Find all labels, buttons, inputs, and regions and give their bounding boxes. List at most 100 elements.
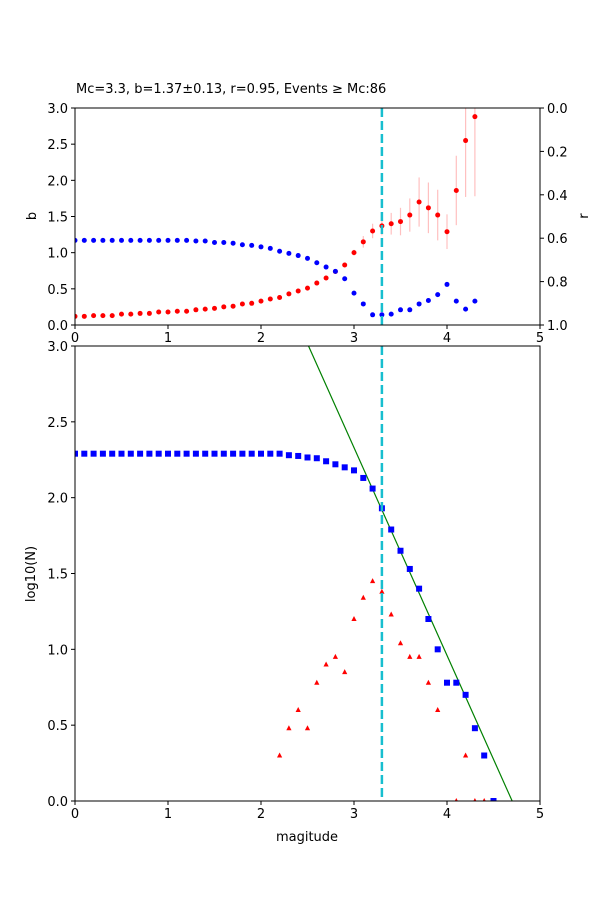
data-point-triangle: [277, 752, 283, 758]
data-point-triangle: [295, 707, 301, 712]
bottom-y-tick-label: 2.5: [47, 416, 68, 431]
data-point: [156, 309, 162, 315]
data-point-square: [313, 455, 320, 462]
data-point: [295, 253, 301, 259]
bottom-x-tick-label: 3: [350, 807, 358, 822]
bottom-plot-area: [75, 346, 513, 801]
data-point-square: [481, 752, 488, 759]
data-point: [230, 303, 236, 309]
data-point: [305, 255, 310, 261]
data-point: [407, 307, 413, 313]
data-point: [267, 245, 273, 251]
data-point: [360, 301, 366, 307]
fit-line: [307, 346, 513, 801]
data-point: [128, 311, 134, 317]
data-point: [249, 242, 255, 248]
data-point-square: [490, 798, 497, 801]
bottom-y-tick-label: 2.0: [47, 492, 68, 507]
data-point: [360, 239, 366, 245]
top-y-tick-label: 0.5: [47, 283, 68, 298]
data-point: [342, 276, 348, 282]
data-point: [100, 237, 106, 243]
data-point: [277, 248, 283, 254]
data-point-triangle: [314, 679, 320, 685]
top-y-tick-label: 1.0: [47, 247, 68, 262]
data-point-square: [99, 450, 106, 457]
data-point-triangle: [332, 653, 338, 659]
data-point: [444, 229, 450, 235]
data-point: [221, 240, 227, 246]
data-point-square: [406, 565, 413, 572]
bottom-x-axis-label: magitude: [276, 830, 338, 845]
top-x-tick-label: 5: [536, 331, 544, 346]
data-point: [314, 260, 320, 266]
data-point-triangle: [482, 798, 486, 801]
data-point: [286, 291, 292, 297]
data-point: [109, 313, 115, 319]
top-right-y-tick-label: 1.0: [547, 319, 568, 334]
data-point: [277, 295, 283, 301]
data-point: [156, 237, 162, 243]
data-point-square: [267, 450, 274, 457]
data-point: [416, 301, 422, 307]
bottom-x-tick-label: 0: [71, 807, 79, 822]
data-point-square: [183, 450, 190, 457]
data-point: [435, 292, 441, 298]
top-right-y-axis-label: r: [577, 213, 592, 219]
data-point: [249, 300, 255, 306]
data-point-square: [453, 679, 460, 686]
data-point-triangle: [388, 611, 394, 617]
data-point: [472, 298, 478, 304]
data-point: [370, 312, 376, 318]
data-point-triangle: [416, 653, 422, 659]
data-point: [165, 309, 171, 315]
data-point: [193, 238, 199, 244]
data-point-square: [192, 450, 199, 457]
data-point: [230, 240, 236, 246]
data-point: [425, 297, 431, 303]
data-point-square: [425, 616, 432, 622]
data-point: [323, 275, 329, 281]
bottom-y-tick-label: 1.0: [47, 643, 68, 658]
data-point: [193, 307, 199, 313]
data-point-square: [434, 646, 441, 653]
data-point-square: [155, 450, 162, 457]
bottom-x-tick-label: 1: [164, 807, 172, 822]
data-point: [435, 212, 441, 218]
data-point: [137, 237, 143, 243]
top-x-tick-label: 1: [164, 331, 172, 346]
data-point-square: [137, 450, 144, 457]
top-y-tick-label: 3.0: [47, 102, 68, 117]
data-point-square: [127, 450, 134, 457]
data-point: [165, 237, 171, 243]
data-point: [351, 250, 357, 256]
top-plot-area: [75, 108, 478, 325]
data-point-triangle: [397, 640, 404, 646]
data-point: [323, 264, 329, 270]
data-point: [398, 307, 403, 313]
data-point-square: [462, 691, 469, 698]
data-point: [221, 304, 227, 310]
data-point-triangle: [286, 725, 292, 731]
data-point-triangle: [351, 616, 357, 621]
data-point-square: [118, 450, 125, 457]
data-point-square: [230, 450, 237, 457]
data-point-square: [248, 450, 255, 457]
data-point-square: [90, 450, 97, 457]
data-point-square: [75, 450, 78, 457]
data-point-square: [220, 450, 227, 457]
data-point: [81, 237, 87, 243]
data-point: [342, 262, 348, 268]
top-right-y-tick-label: 0.0: [547, 102, 568, 117]
data-point: [463, 138, 469, 144]
data-point-square: [295, 452, 302, 459]
data-point-square: [360, 474, 367, 481]
bottom-axes-frame: [74, 345, 541, 802]
data-point-square: [416, 585, 423, 592]
data-point: [258, 298, 264, 304]
data-point-square: [471, 725, 478, 732]
data-point: [91, 313, 97, 319]
top-right-y-tick-label: 0.2: [547, 145, 568, 160]
top-right-y-tick-label: 0.6: [547, 232, 568, 247]
